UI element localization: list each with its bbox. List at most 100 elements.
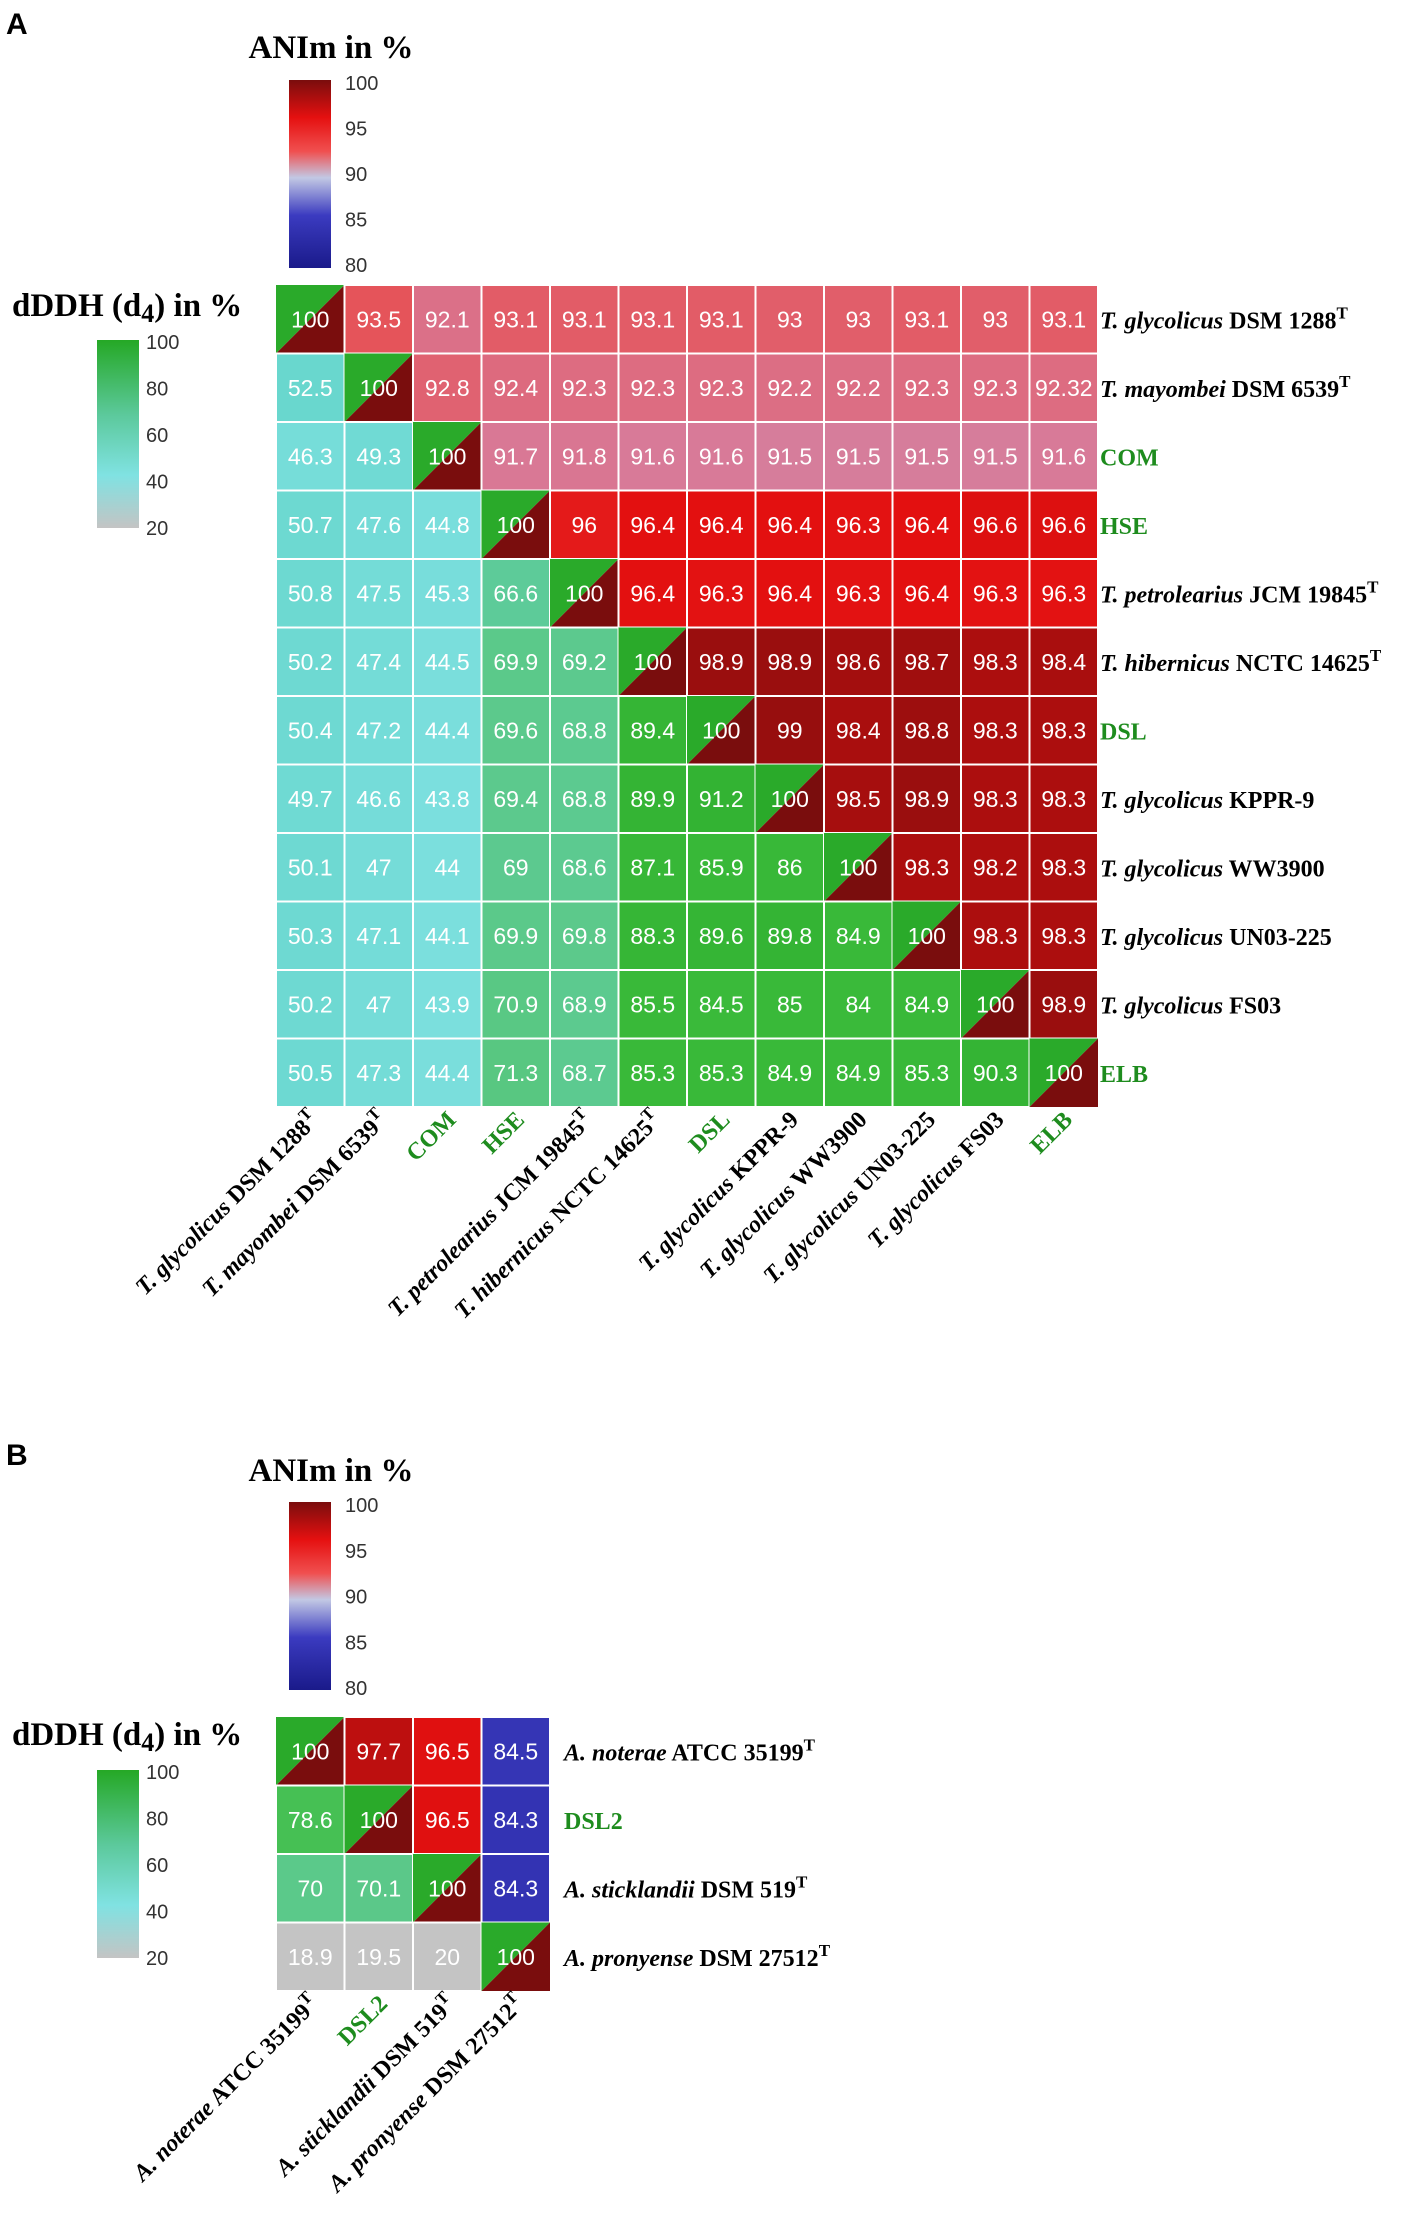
legend-tick-label: 100 bbox=[146, 1762, 179, 1784]
legend-tick-label: 90 bbox=[345, 164, 367, 186]
row-label: A. sticklandii DSM 519T bbox=[562, 1872, 808, 1903]
dddh-cell bbox=[549, 1037, 620, 1108]
anim-cell bbox=[1028, 558, 1099, 629]
anim-cell bbox=[1028, 900, 1099, 971]
anim-cell bbox=[412, 1716, 483, 1787]
legend-tick-label: 100 bbox=[146, 332, 179, 354]
legend-tick-label: 20 bbox=[146, 518, 168, 540]
anim-ticks-a: 100 95 90 85 80 bbox=[345, 73, 378, 277]
cell-value: 91.5 bbox=[904, 443, 949, 469]
cell-value: 100 bbox=[702, 717, 740, 743]
dddh-cell bbox=[686, 900, 757, 971]
cell-value: 98.6 bbox=[836, 649, 881, 675]
cell-value: 93 bbox=[982, 306, 1008, 332]
cell-value: 85.5 bbox=[630, 991, 675, 1017]
cell-value: 86 bbox=[777, 854, 803, 880]
cell-value: 93.1 bbox=[630, 306, 675, 332]
anim-legend-a: ANIm in % 100 95 90 85 80 bbox=[248, 30, 413, 277]
dddh-cell bbox=[549, 763, 620, 834]
row-label: T. petrolearius JCM 19845T bbox=[1100, 577, 1379, 608]
cell-value: 97.7 bbox=[356, 1738, 401, 1764]
cell-value: 92.3 bbox=[562, 375, 607, 401]
cell-value: 98.9 bbox=[767, 649, 812, 675]
row-label: T. glycolicus KPPR-9 bbox=[1100, 788, 1314, 814]
cell-value: 93.1 bbox=[904, 306, 949, 332]
cell-value: 92.3 bbox=[630, 375, 675, 401]
legend-tick-label: 95 bbox=[345, 119, 367, 141]
cell-value: 84.5 bbox=[699, 991, 744, 1017]
anim-cell bbox=[1028, 695, 1099, 766]
dddh-cell bbox=[412, 832, 483, 903]
anim-cell bbox=[960, 695, 1031, 766]
cell-value: 91.6 bbox=[1041, 443, 1086, 469]
column-label: DSL bbox=[684, 1107, 735, 1158]
dddh-cell bbox=[343, 832, 414, 903]
cell-value: 69.9 bbox=[493, 649, 538, 675]
cell-value: 98.3 bbox=[1041, 717, 1086, 743]
cell-value: 91.8 bbox=[562, 443, 607, 469]
dddh-cell bbox=[823, 1037, 894, 1108]
cell-value: 96.4 bbox=[904, 512, 949, 538]
anim-cell bbox=[960, 558, 1031, 629]
diagonal-cell-anim bbox=[892, 901, 961, 970]
cell-value: 98.9 bbox=[904, 786, 949, 812]
cell-value: 45.3 bbox=[425, 580, 470, 606]
cell-value: 100 bbox=[908, 923, 946, 949]
cell-value: 92.8 bbox=[425, 375, 470, 401]
column-label: COM bbox=[402, 1107, 462, 1167]
anim-cell bbox=[686, 558, 757, 629]
diagonal-cell-anim bbox=[481, 1922, 550, 1991]
anim-cell bbox=[686, 626, 757, 697]
anim-cell bbox=[754, 284, 825, 355]
cell-value: 69.6 bbox=[493, 717, 538, 743]
row-label: HSE bbox=[1100, 514, 1148, 540]
dddh-cell bbox=[480, 558, 551, 629]
anim-ticks-b: 100 95 90 85 80 bbox=[345, 1495, 378, 1700]
anim-cell bbox=[1028, 284, 1099, 355]
anim-cell bbox=[480, 1853, 551, 1924]
cell-value: 100 bbox=[839, 854, 877, 880]
cell-value: 69.2 bbox=[562, 649, 607, 675]
cell-value: 98.2 bbox=[973, 854, 1018, 880]
anim-cell bbox=[1028, 421, 1099, 492]
cell-value: 92.3 bbox=[699, 375, 744, 401]
row-label: DSL bbox=[1100, 719, 1147, 745]
cell-value: 100 bbox=[1045, 1060, 1083, 1086]
cell-value: 66.6 bbox=[493, 580, 538, 606]
legend-tick-label: 40 bbox=[146, 1902, 168, 1924]
legend-tick-label: 80 bbox=[345, 1678, 367, 1700]
cell-value: 100 bbox=[360, 1807, 398, 1833]
cell-value: 92.32 bbox=[1035, 375, 1093, 401]
anim-cell bbox=[549, 421, 620, 492]
cell-value: 70 bbox=[297, 1875, 323, 1901]
cell-value: 84.9 bbox=[836, 923, 881, 949]
legend-tick-label: 80 bbox=[345, 255, 367, 277]
cell-value: 71.3 bbox=[493, 1060, 538, 1086]
cell-value: 100 bbox=[565, 580, 603, 606]
cell-value: 50.4 bbox=[288, 717, 333, 743]
anim-cell bbox=[754, 626, 825, 697]
cell-value: 49.3 bbox=[356, 443, 401, 469]
legend-tick-label: 85 bbox=[345, 1632, 367, 1654]
cell-value: 93.1 bbox=[699, 306, 744, 332]
dddh-cell bbox=[480, 900, 551, 971]
dddh-color-bar bbox=[97, 1770, 139, 1958]
dddh-cell bbox=[617, 1037, 688, 1108]
cell-value: 84.3 bbox=[493, 1807, 538, 1833]
cell-value: 44.4 bbox=[425, 1060, 470, 1086]
cell-value: 98.4 bbox=[836, 717, 881, 743]
cell-value: 47.3 bbox=[356, 1060, 401, 1086]
cell-value: 87.1 bbox=[630, 854, 675, 880]
anim-cell bbox=[480, 284, 551, 355]
cell-value: 88.3 bbox=[630, 923, 675, 949]
cell-value: 18.9 bbox=[288, 1944, 333, 1970]
row-label: T. glycolicus UN03-225 bbox=[1100, 925, 1332, 951]
cell-value: 50.5 bbox=[288, 1060, 333, 1086]
cell-value: 50.2 bbox=[288, 991, 333, 1017]
diagonal-cell-anim bbox=[481, 490, 550, 559]
cell-value: 100 bbox=[360, 375, 398, 401]
cell-value: 92.2 bbox=[767, 375, 812, 401]
legend-tick-label: 40 bbox=[146, 472, 168, 494]
anim-legend-b: ANIm in % 100 95 90 85 80 bbox=[248, 1453, 413, 1700]
cell-value: 93.1 bbox=[562, 306, 607, 332]
